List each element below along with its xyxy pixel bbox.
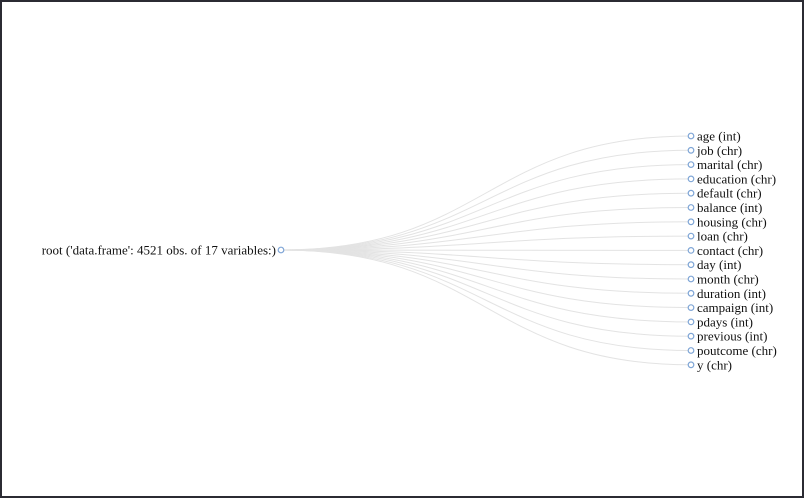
tree-links bbox=[280, 135, 692, 366]
child-node-y[interactable]: y (chr) bbox=[687, 357, 732, 372]
child-node-label: loan (chr) bbox=[697, 229, 748, 244]
link-default bbox=[280, 192, 692, 251]
child-node-month[interactable]: month (chr) bbox=[687, 272, 759, 287]
child-node-circle[interactable] bbox=[687, 318, 695, 326]
child-node-circle[interactable] bbox=[687, 232, 695, 240]
child-node-circle[interactable] bbox=[687, 289, 695, 297]
child-node-label: balance (int) bbox=[697, 200, 762, 215]
root-node[interactable]: root ('data.frame': 4521 obs. of 17 vari… bbox=[42, 243, 285, 258]
link-duration bbox=[280, 249, 692, 294]
root-node-label: root ('data.frame': 4521 obs. of 17 vari… bbox=[42, 243, 276, 258]
child-node-circle[interactable] bbox=[687, 175, 695, 183]
child-node-label: pdays (int) bbox=[697, 314, 753, 329]
link-poutcome bbox=[280, 249, 692, 351]
child-node-label: education (chr) bbox=[697, 171, 776, 186]
link-marital bbox=[280, 164, 692, 251]
link-day bbox=[280, 249, 692, 266]
child-node-label: poutcome (chr) bbox=[697, 343, 777, 358]
child-node-circle[interactable] bbox=[687, 146, 695, 154]
child-node-label: previous (int) bbox=[697, 329, 767, 344]
child-node-circle[interactable] bbox=[687, 204, 695, 211]
child-node-duration[interactable]: duration (int) bbox=[687, 286, 766, 301]
child-node-circle[interactable] bbox=[687, 275, 695, 283]
child-node-default[interactable]: default (chr) bbox=[687, 186, 762, 201]
child-node-circle[interactable] bbox=[687, 161, 695, 169]
child-node-label: age (int) bbox=[697, 129, 741, 144]
child-node-label: housing (chr) bbox=[697, 214, 767, 229]
root-node-circle[interactable] bbox=[277, 246, 285, 254]
child-node-circle[interactable] bbox=[687, 246, 695, 254]
child-node-day[interactable]: day (int) bbox=[687, 257, 741, 272]
link-y bbox=[280, 249, 692, 366]
child-node-circle[interactable] bbox=[687, 261, 695, 269]
link-loan bbox=[280, 235, 692, 251]
child-node-housing[interactable]: housing (chr) bbox=[687, 214, 767, 229]
child-node-circle[interactable] bbox=[687, 361, 695, 369]
child-node-label: marital (chr) bbox=[697, 157, 762, 172]
link-education bbox=[280, 178, 692, 251]
child-node-label: duration (int) bbox=[697, 286, 766, 301]
child-node-pdays[interactable]: pdays (int) bbox=[687, 314, 753, 329]
child-node-balance[interactable]: balance (int) bbox=[687, 200, 762, 215]
link-housing bbox=[280, 221, 692, 251]
child-node-education[interactable]: education (chr) bbox=[687, 171, 776, 186]
child-node-circle[interactable] bbox=[687, 304, 695, 312]
child-node-label: default (chr) bbox=[697, 186, 762, 201]
child-node-circle[interactable] bbox=[687, 332, 695, 340]
child-node-campaign[interactable]: campaign (int) bbox=[687, 300, 773, 315]
tree-nodes: root ('data.frame': 4521 obs. of 17 vari… bbox=[42, 129, 777, 373]
link-campaign bbox=[280, 249, 692, 309]
child-node-previous[interactable]: previous (int) bbox=[687, 329, 767, 344]
link-pdays bbox=[280, 249, 692, 323]
child-node-circle[interactable] bbox=[687, 189, 695, 197]
child-node-circle[interactable] bbox=[687, 132, 695, 140]
child-node-contact[interactable]: contact (chr) bbox=[687, 243, 763, 258]
child-node-label: y (chr) bbox=[697, 357, 732, 372]
link-age bbox=[280, 135, 692, 251]
child-node-job[interactable]: job (chr) bbox=[687, 143, 742, 158]
link-balance bbox=[280, 207, 692, 251]
child-node-label: day (int) bbox=[697, 257, 741, 272]
link-previous bbox=[280, 249, 692, 337]
child-node-label: contact (chr) bbox=[697, 243, 763, 258]
child-node-marital[interactable]: marital (chr) bbox=[687, 157, 762, 172]
child-node-circle[interactable] bbox=[687, 218, 695, 226]
child-node-circle[interactable] bbox=[687, 347, 695, 354]
link-job bbox=[280, 149, 692, 251]
child-node-label: job (chr) bbox=[696, 143, 742, 158]
child-node-poutcome[interactable]: poutcome (chr) bbox=[687, 343, 777, 358]
child-node-label: campaign (int) bbox=[697, 300, 773, 315]
child-node-label: month (chr) bbox=[697, 272, 759, 287]
link-month bbox=[280, 249, 692, 280]
child-node-loan[interactable]: loan (chr) bbox=[687, 229, 748, 244]
child-node-age[interactable]: age (int) bbox=[687, 129, 741, 144]
